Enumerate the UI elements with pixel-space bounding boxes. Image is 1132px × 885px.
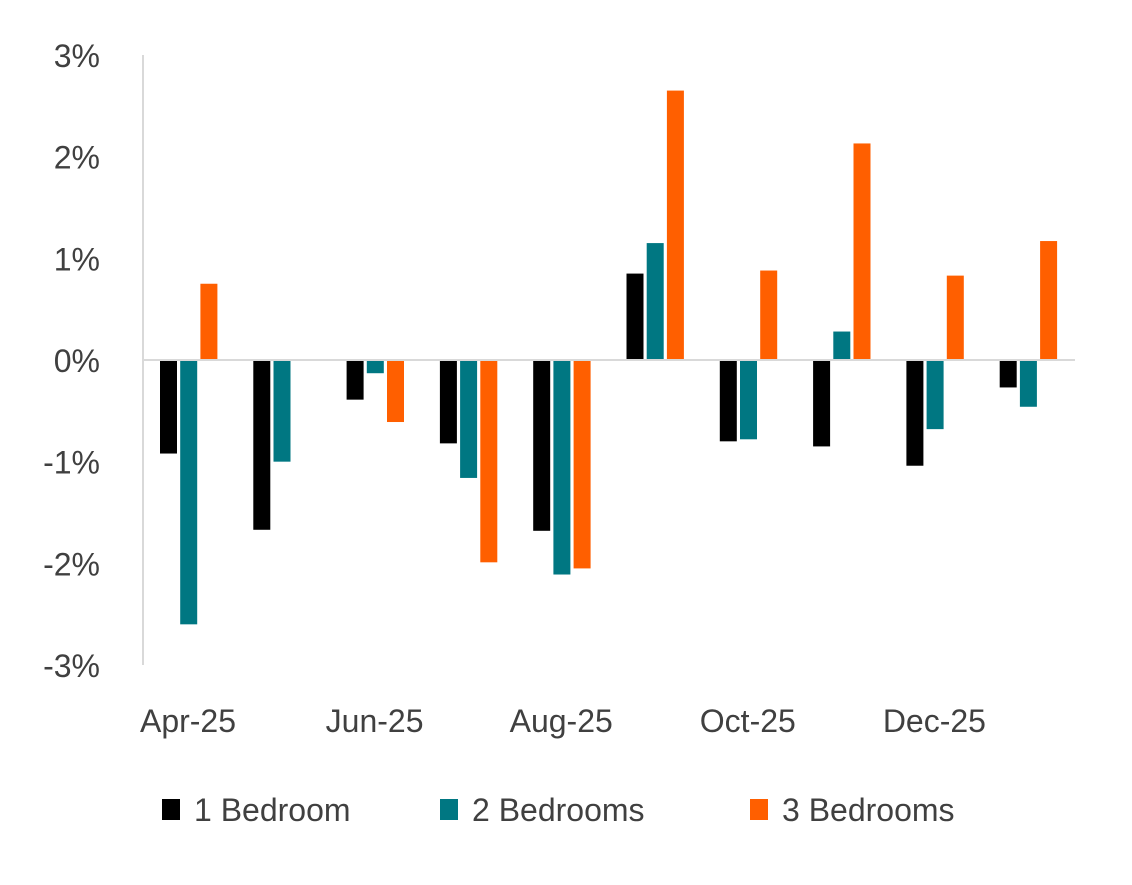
legend-swatch (162, 799, 180, 820)
bar-3-bedrooms-jun-25 (387, 360, 404, 423)
legend-swatch (440, 799, 458, 820)
y-tick-label: 2% (54, 140, 100, 176)
x-tick-label: Apr-25 (140, 703, 236, 739)
bar-2-bedrooms-aug-25 (553, 360, 571, 575)
y-tick-label: -2% (43, 546, 100, 582)
bar-1-bedroom-aug-25 (533, 360, 551, 531)
x-tick-label: Jun-25 (326, 703, 424, 739)
bar-3-bedrooms-nov-25 (853, 143, 871, 360)
bar-1-bedroom-oct-25 (719, 360, 737, 442)
bar-1-bedroom-jul-25 (439, 360, 457, 444)
y-tick-label: -3% (43, 648, 100, 684)
bar-3-bedrooms-aug-25 (573, 360, 591, 569)
x-tick-label: Aug-25 (510, 703, 613, 739)
legend-label: 2 Bedrooms (472, 792, 645, 828)
bar-2-bedrooms-may-25 (273, 360, 291, 462)
bar-1-bedroom-jan-26 (999, 360, 1017, 388)
y-tick-label: 0% (54, 343, 100, 379)
legend-swatch (750, 799, 768, 820)
legend-label: 3 Bedrooms (782, 792, 955, 828)
bar-1-bedroom-dec-25 (906, 360, 924, 466)
bar-3-bedrooms-dec-25 (946, 275, 964, 360)
y-tick-label: 1% (54, 241, 100, 277)
bar-2-bedrooms-jul-25 (460, 360, 478, 478)
x-tick-label: Dec-25 (883, 703, 986, 739)
bar-2-bedrooms-nov-25 (833, 331, 851, 360)
bar-2-bedrooms-dec-25 (926, 360, 944, 430)
bar-1-bedroom-sep-25 (626, 273, 644, 360)
bar-3-bedrooms-sep-25 (666, 90, 684, 360)
legend-label: 1 Bedroom (194, 792, 351, 828)
bar-2-bedrooms-jan-26 (1019, 360, 1037, 407)
y-tick-label: 3% (54, 38, 100, 74)
bar-3-bedrooms-apr-25 (200, 283, 218, 360)
bar-2-bedrooms-sep-25 (646, 243, 664, 360)
bar-1-bedroom-jun-25 (346, 360, 364, 400)
bar-3-bedrooms-jul-25 (480, 360, 498, 563)
bar-3-bedrooms-oct-25 (760, 270, 778, 360)
x-tick-label: Oct-25 (700, 703, 796, 739)
bar-2-bedrooms-apr-25 (180, 360, 198, 625)
bar-2-bedrooms-oct-25 (740, 360, 757, 440)
bar-1-bedroom-apr-25 (160, 360, 177, 454)
bar-3-bedrooms-jan-26 (1040, 241, 1058, 360)
bar-1-bedroom-nov-25 (813, 360, 831, 447)
bar-2-bedrooms-jun-25 (366, 360, 384, 374)
y-tick-label: -1% (43, 445, 100, 481)
bar-1-bedroom-may-25 (253, 360, 271, 530)
